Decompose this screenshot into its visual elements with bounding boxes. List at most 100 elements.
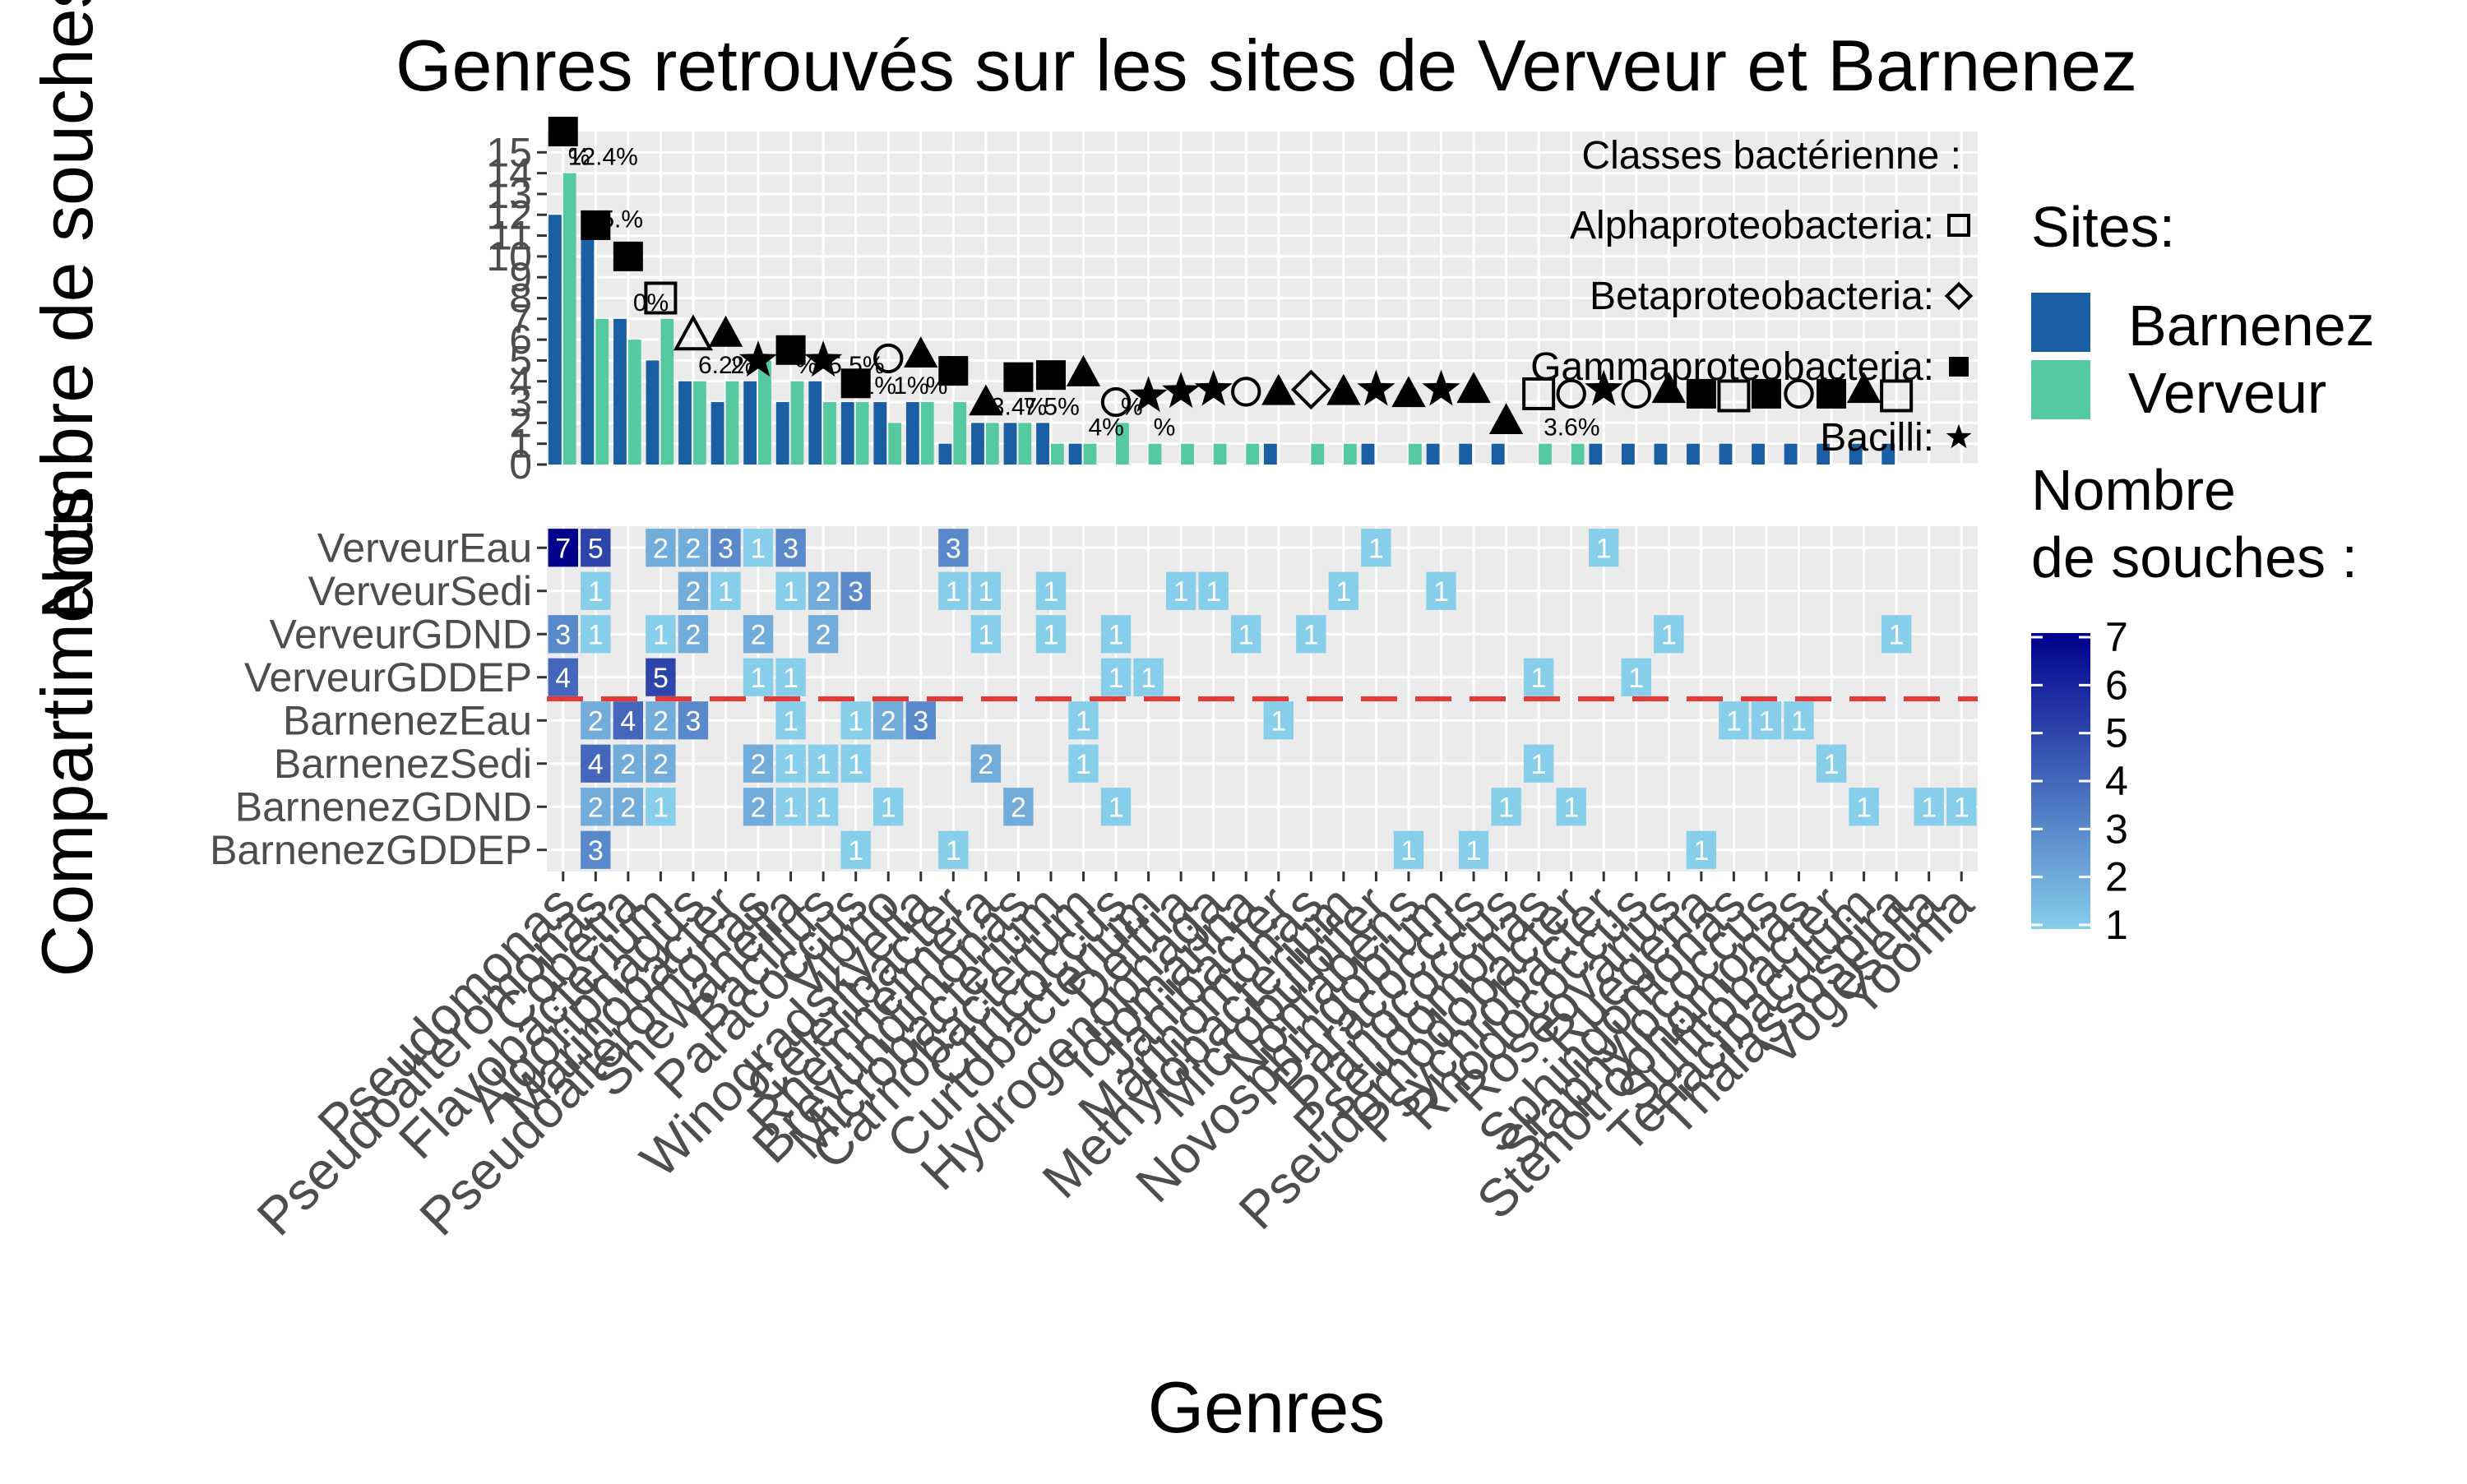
heatmap-cell-label: 2 [620,792,636,823]
bar-barnenez [1687,443,1700,465]
bar-barnenez [678,381,692,465]
class-legend-label: Bacilli: [1820,416,1934,460]
gradient-tick-label: 1 [2105,902,2128,948]
class-marker-square [548,117,578,146]
gradient-tick-label: 5 [2105,710,2128,756]
heatmap-cell-label: 2 [978,749,993,780]
heatmap-cell [970,744,1002,783]
class-legend-symbol-open-square [1947,214,1970,237]
heatmap-panel: VerveurEauVerveurSediVerveurGDNDVerveurG… [210,525,1978,873]
heatmap-cell [1719,701,1749,740]
heatmap-cell-label: 1 [1531,749,1547,780]
heatmap-cell [808,571,839,610]
bar-y-tick-label: 15 [486,129,532,175]
bar-verveur [627,340,641,465]
legend-label-verveur: Verveur [2128,361,2326,425]
heatmap-cell [1914,788,1944,826]
heatmap-cell-label: 2 [1011,792,1026,823]
class-marker-square [938,356,969,386]
heatmap-cell [1361,529,1391,567]
heatmap-cell-label: 2 [751,619,766,650]
heatmap-cell [840,571,871,610]
bar-barnenez [1719,443,1733,465]
heatmap-row-label: BarnenezEau [283,697,532,743]
class-marker-star [804,340,843,377]
class-marker-star [1162,372,1201,409]
class-marker-triangle [1391,376,1426,408]
heatmap-y-axis-title: Compartiments [26,487,108,978]
class-marker-star [738,340,778,377]
heatmap-cell [1133,658,1164,696]
heatmap-cell-label: 1 [1271,705,1286,737]
heatmap-cell-label: 1 [946,576,961,608]
heatmap-cell-label: 1 [816,749,831,780]
legend-gradient-title-line2: de souches : [2031,525,2358,589]
heatmap-row-label: BarnenezSedi [274,741,532,787]
bar-verveur [920,402,934,465]
x-axis: PseudomonasPseudoalteromonasCobetiaFlavo… [246,871,1984,1246]
heatmap-cell-label: 3 [913,705,928,737]
class-marker-square [840,368,871,399]
legend-swatch-barnenez [2031,293,2090,352]
bar-barnenez [1263,443,1277,465]
class-legend-symbol-diamond [1944,281,1974,311]
heatmap-cell [1393,830,1424,869]
heatmap-cell-label: 2 [653,705,669,737]
bar-barnenez [646,360,660,465]
heatmap-cell [581,830,611,869]
bar-verveur [953,402,967,465]
legend-gradient-title-line1: Nombre [2031,458,2236,522]
heatmap-cell-label: 1 [848,705,863,737]
heatmap-cell [581,701,611,740]
heatmap-cell-label: 1 [1141,663,1156,694]
heatmap-cell [938,529,969,567]
class-marker-open-triangle [673,314,714,351]
bar-verveur [1148,443,1162,465]
heatmap-cell [1100,615,1132,654]
bar-verveur [1246,443,1260,465]
heatmap-cell [548,658,578,696]
heatmap-cell-label: 1 [1303,619,1319,650]
class-marker-circle [1784,378,1814,409]
heatmap-cell [775,529,806,567]
bar-verveur [790,381,804,465]
heatmap-cell [1068,701,1099,740]
heatmap-cell [970,615,1002,654]
class-legend-title: Classes bactérienne : [1581,134,1961,178]
class-marker-square [1035,360,1066,391]
bar-barnenez [548,215,562,465]
heatmap-cell-label: 1 [1791,705,1807,737]
heatmap-cell-label: 1 [848,749,863,780]
heatmap-cell [1491,788,1521,826]
heatmap-cell-label: 1 [946,835,961,867]
heatmap-cell [548,615,578,654]
heatmap-cell [1035,615,1067,654]
bar-y-tick-label: 11 [489,213,532,259]
bar-y-tick-label: 4 [509,358,532,405]
heatmap-cell-label: 3 [946,533,961,564]
heatmap-cell [775,701,806,740]
class-marker-square [1003,362,1034,392]
heatmap-cell-label: 1 [881,792,896,823]
percent-label: 1% [893,372,928,400]
bar-barnenez [808,381,822,465]
class-marker-square [613,241,643,271]
percent-label: 4% [1089,414,1124,442]
bar-y-tick-label: 0 [509,442,532,488]
bar-barnenez [1654,443,1668,465]
heatmap-cell-label: 2 [685,533,701,564]
bar-y-tick-label: 9 [509,254,532,300]
bar-barnenez [971,423,984,465]
heatmap-cell [1881,615,1912,654]
bar-verveur [1311,443,1325,465]
percent-label: 7.5% [1023,393,1079,420]
heatmap-row-label: BarnenezGDDEP [210,827,532,873]
class-marker-triangle [904,336,938,368]
heatmap-cell [1654,615,1684,654]
heatmap-cell [905,701,936,740]
bar-barnenez [1752,443,1765,465]
bar-y-tick-label: 13 [486,171,532,217]
class-marker-star [1585,369,1623,406]
heatmap-cell-label: 1 [1661,619,1677,650]
